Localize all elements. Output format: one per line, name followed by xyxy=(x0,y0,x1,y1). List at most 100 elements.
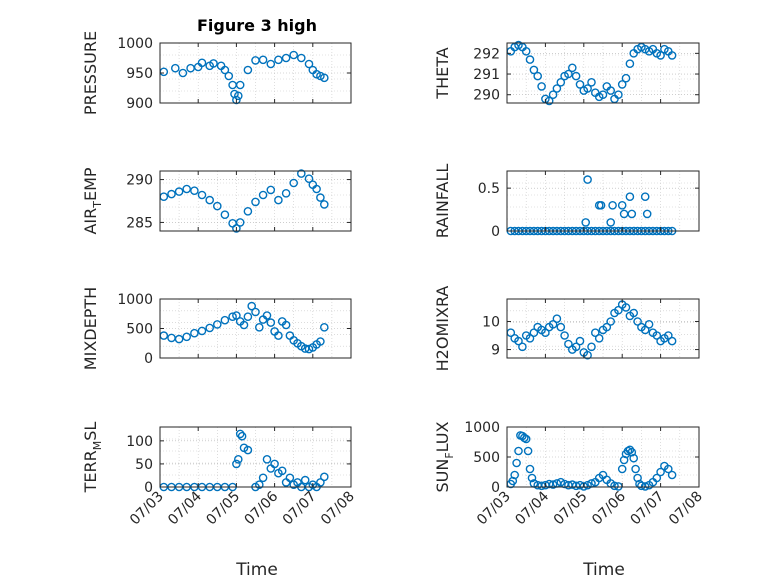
data-point xyxy=(235,429,245,439)
y-axis-label: MIXDEPTH xyxy=(81,287,100,370)
data-point xyxy=(667,336,677,346)
y-tick-label: 285 xyxy=(126,215,153,231)
data-point xyxy=(606,317,616,326)
data-point xyxy=(247,301,256,311)
y-axis-label: AIRTEMP xyxy=(81,167,104,234)
data-point xyxy=(258,473,268,483)
subplot-theta: 290 291 292 THETA xyxy=(433,40,700,106)
x-tick-label: 07/07 xyxy=(280,489,320,529)
data-point xyxy=(552,314,562,324)
data-point xyxy=(197,190,207,200)
data-point xyxy=(514,336,523,346)
y-tick-label: 900 xyxy=(126,96,153,112)
data-point xyxy=(587,78,596,87)
data-point xyxy=(178,68,188,78)
data-point xyxy=(625,59,635,69)
y-tick-label: 1000 xyxy=(117,292,153,308)
data-point xyxy=(319,322,329,332)
data-point xyxy=(556,78,566,87)
data-point xyxy=(281,320,291,330)
data-point xyxy=(316,478,325,487)
data-point xyxy=(667,470,677,480)
subplot-h2omixra: 9 10 H2OMIXRA xyxy=(433,286,700,372)
y-tick-label: 290 xyxy=(126,173,153,189)
data-point xyxy=(220,315,230,325)
y-tick-label: 9 xyxy=(491,343,500,359)
data-point xyxy=(583,84,592,93)
data-point xyxy=(235,218,245,227)
data-point xyxy=(289,178,299,188)
data-point xyxy=(304,174,314,183)
data-point xyxy=(296,53,306,63)
data-point xyxy=(233,454,243,464)
y-tick-label: 0 xyxy=(144,480,153,496)
data-point xyxy=(510,470,520,480)
data-point xyxy=(642,209,652,219)
subplot-mixdepth: 0 500 1000 MIXDEPTH xyxy=(81,287,352,370)
data-point xyxy=(296,169,306,178)
data-point xyxy=(521,47,531,56)
y-axis-label: RAINFALL xyxy=(433,164,452,239)
data-point xyxy=(560,331,569,340)
data-point xyxy=(656,467,665,477)
x-tick-label: 07/07 xyxy=(628,489,668,529)
data-point xyxy=(568,63,577,73)
y-tick-label: 0.5 xyxy=(478,181,500,197)
data-point xyxy=(254,480,264,490)
data-point xyxy=(619,455,629,465)
data-point xyxy=(304,59,314,69)
data-point xyxy=(521,434,531,444)
series-h2omixra xyxy=(506,300,677,360)
y-axis-label: H2OMIXRA xyxy=(433,286,452,372)
data-point xyxy=(285,473,295,483)
data-point xyxy=(518,342,527,352)
data-point xyxy=(316,193,325,202)
series-sun-flux xyxy=(506,431,677,491)
data-point xyxy=(520,433,529,443)
data-point xyxy=(591,328,600,338)
data-point xyxy=(617,464,627,474)
data-point xyxy=(527,473,537,483)
data-point xyxy=(537,82,546,91)
data-point xyxy=(209,59,218,68)
data-point xyxy=(251,197,260,207)
y-tick-label: 0 xyxy=(491,480,500,496)
data-point xyxy=(182,184,191,194)
data-point xyxy=(508,476,518,486)
data-point xyxy=(251,307,260,317)
data-point xyxy=(182,332,191,342)
data-point xyxy=(319,73,329,83)
data-point xyxy=(529,65,539,75)
data-point xyxy=(174,334,184,344)
axes-box xyxy=(506,298,700,359)
x-tick-label: 07/05 xyxy=(203,489,243,529)
data-point xyxy=(571,71,581,81)
subplot-air-temp: 285 290 AIRTEMP xyxy=(81,167,352,235)
data-point xyxy=(621,73,631,83)
data-point xyxy=(583,175,592,184)
data-point xyxy=(170,63,180,73)
data-point xyxy=(235,80,245,90)
x-axis-label-right: Time xyxy=(582,560,625,580)
data-point xyxy=(623,446,633,456)
grid xyxy=(507,427,699,487)
data-point xyxy=(575,80,585,89)
data-point xyxy=(575,336,585,346)
subplot-pressure: 900 950 1000 PRESSURE xyxy=(81,31,352,115)
data-point xyxy=(617,200,627,210)
data-point xyxy=(640,192,650,201)
y-tick-label: 1000 xyxy=(464,420,500,436)
data-point xyxy=(266,185,276,195)
axes-box xyxy=(159,170,352,232)
data-point xyxy=(533,71,543,81)
data-point xyxy=(220,65,230,75)
data-point xyxy=(289,50,299,60)
y-tick-label: 291 xyxy=(473,67,500,83)
data-point xyxy=(552,84,562,93)
data-point xyxy=(312,184,321,194)
data-point xyxy=(525,55,535,64)
data-point xyxy=(174,187,184,196)
data-point xyxy=(316,337,325,346)
y-tick-label: 10 xyxy=(482,314,500,330)
